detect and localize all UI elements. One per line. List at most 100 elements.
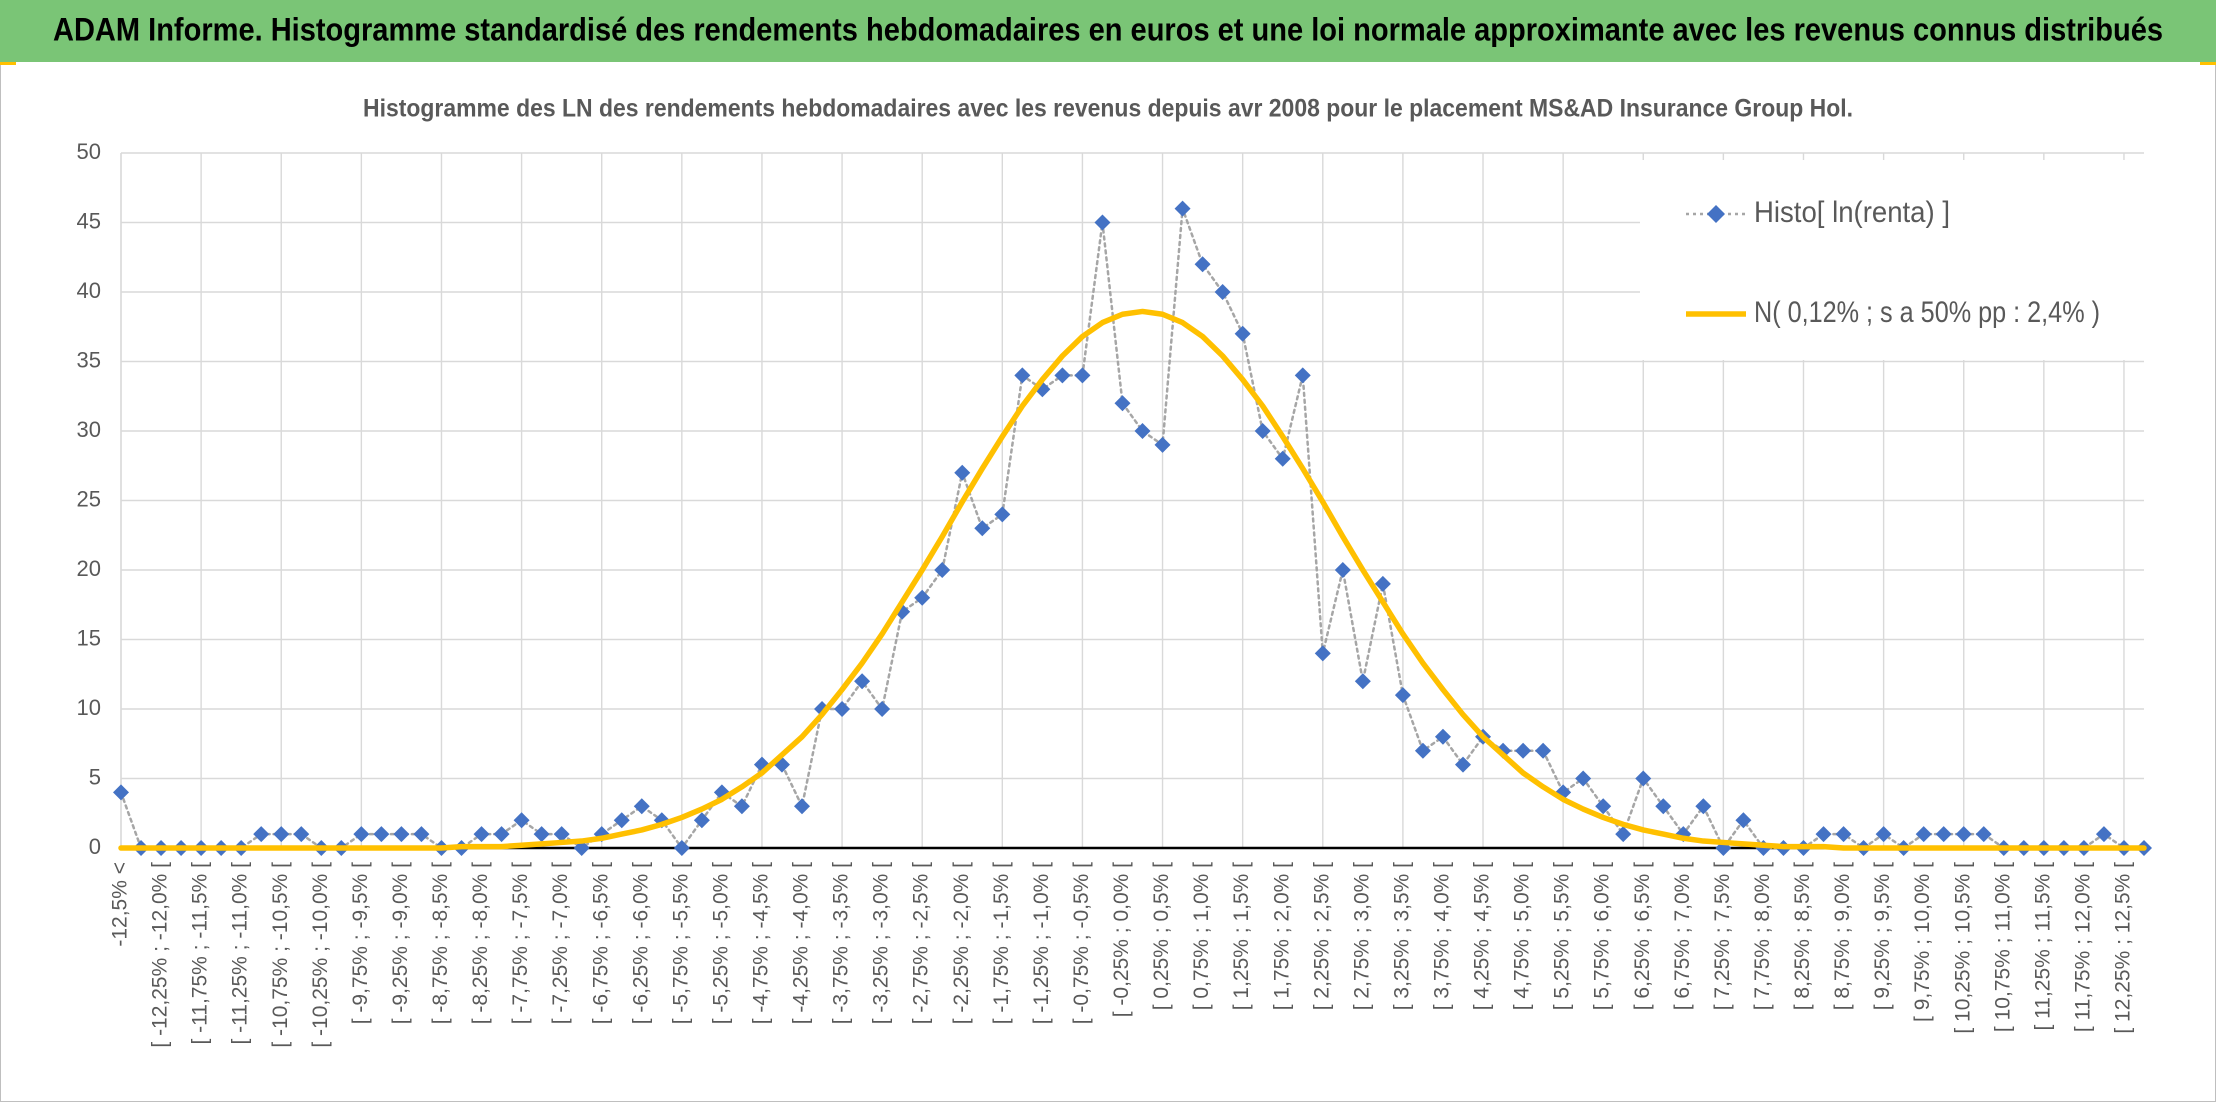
point [1374,575,1391,592]
point [273,826,290,843]
x-tick-label: [ 6,75% ; 7,0% [ [1671,862,1694,1010]
point [633,798,650,815]
legend-box [1640,160,2150,360]
point [473,826,490,843]
x-tick-label: [ -5,75% ; -5,5% [ [669,862,692,1024]
point [1074,367,1091,384]
legend-label: Histo[ ln(renta) ] [1754,196,1950,229]
x-tick-label: [ 1,25% ; 1,5% [ [1230,862,1253,1010]
x-tick-label: [ -2,25% ; -2,0% [ [950,862,973,1024]
point [413,826,430,843]
point [1054,367,1071,384]
x-tick-label: [ 5,75% ; 6,0% [ [1591,862,1614,1010]
point [1254,423,1271,439]
x-tick-label: [ -12,25% ; -12,0% [ [149,862,172,1048]
y-tick-label: 5 [89,764,101,789]
point [1154,436,1171,453]
point [1414,742,1431,759]
point [1094,214,1111,231]
point [854,673,871,690]
point [1955,826,1972,843]
point [1114,395,1131,412]
x-tick-label: [ -0,25% ; 0,0% [ [1110,862,1133,1017]
point [1234,325,1251,342]
point [533,826,550,843]
x-tick-label: [ 0,25% ; 0,5% [ [1150,862,1173,1010]
point [1695,798,1712,815]
x-tick-label: [ 1,75% ; 2,0% [ [1270,862,1293,1010]
x-tick-label: [ 4,75% ; 5,0% [ [1511,862,1534,1010]
point [934,562,951,578]
y-tick-label: 0 [89,834,101,859]
point [1334,562,1351,578]
x-tick-label: [ -2,75% ; -2,5% [ [910,862,933,1024]
x-tick-label: [ -3,75% ; -3,5% [ [830,862,853,1024]
point [1394,687,1411,704]
x-tick-label: [ -9,75% ; -9,5% [ [349,862,372,1024]
y-tick-label: 40 [77,278,101,303]
y-tick-label: 30 [77,417,101,442]
point [693,812,710,829]
point [1875,826,1892,843]
point [253,826,270,843]
x-tick-label: [ -6,75% ; -6,5% [ [589,862,612,1024]
x-tick-label: -12,5% < [109,862,132,947]
point [1595,798,1612,815]
x-tick-label: [ 3,75% ; 4,0% [ [1431,862,1454,1010]
x-tick-label: [ 9,75% ; 10,0% [ [1911,862,1934,1022]
x-tick-label: [ 10,75% ; 11,0% [ [1991,862,2014,1032]
series-line [118,308,2147,851]
point [493,826,510,843]
x-tick-label: [ -10,75% ; -10,5% [ [269,862,292,1048]
legend-marker [1707,205,1725,223]
x-tick-label: [ -4,25% ; -4,0% [ [790,862,813,1024]
x-tick-label: [ -4,75% ; -4,5% [ [749,862,772,1024]
point [393,826,410,843]
point [874,701,891,717]
x-tick-label: [ 7,75% ; 8,0% [ [1751,862,1774,1010]
point [733,798,750,815]
point [1915,826,1932,843]
x-tick-label: [ -3,25% ; -3,0% [ [870,862,893,1024]
x-tick-label: [ 9,25% ; 9,5% [ [1871,862,1894,1010]
point [1835,826,1852,843]
x-tick-label: [ -11,75% ; -11,5% [ [189,862,212,1045]
point [1975,826,1992,843]
point [113,784,129,801]
x-tick-label: [ 6,25% ; 6,5% [ [1631,862,1654,1010]
point [293,826,310,843]
point [513,812,530,829]
point [1454,756,1471,773]
point [914,589,931,606]
y-tick-label: 15 [77,625,101,650]
point [1575,770,1592,787]
point [1735,812,1752,829]
banner-title: ADAM Informe. Histogramme standardisé de… [53,11,2163,47]
x-tick-label: [ 2,75% ; 3,0% [ [1350,862,1373,1010]
point [954,464,971,481]
point [1174,200,1191,217]
point [1434,728,1451,745]
x-tick-label: [ 3,25% ; 3,5% [ [1390,862,1413,1010]
x-tick-label: [ -6,25% ; -6,0% [ [629,862,652,1024]
point [1815,826,1832,843]
y-tick-label: 20 [77,556,101,581]
x-tick-label: [ 5,25% ; 5,5% [ [1551,862,1574,1010]
point [353,826,370,843]
x-tick-label: [ -10,25% ; -10,0% [ [309,862,332,1048]
point [553,826,570,843]
x-tick-label: [ 11,25% ; 11,5% [ [2031,862,2054,1031]
point [1535,742,1552,759]
point [1214,284,1231,300]
x-tick-label: [ 12,25% ; 12,5% [ [2112,862,2135,1034]
x-tick-label: [ -7,25% ; -7,0% [ [549,862,572,1024]
legend-label: N( 0,12% ; s a 50% pp : 2,4% ) [1754,296,2100,329]
point [994,506,1011,523]
x-tick-label: [ 4,25% ; 4,5% [ [1471,862,1494,1010]
point [974,520,991,537]
point [1314,645,1331,662]
y-tick-label: 35 [77,347,101,372]
point [373,826,390,843]
point [1274,450,1291,467]
